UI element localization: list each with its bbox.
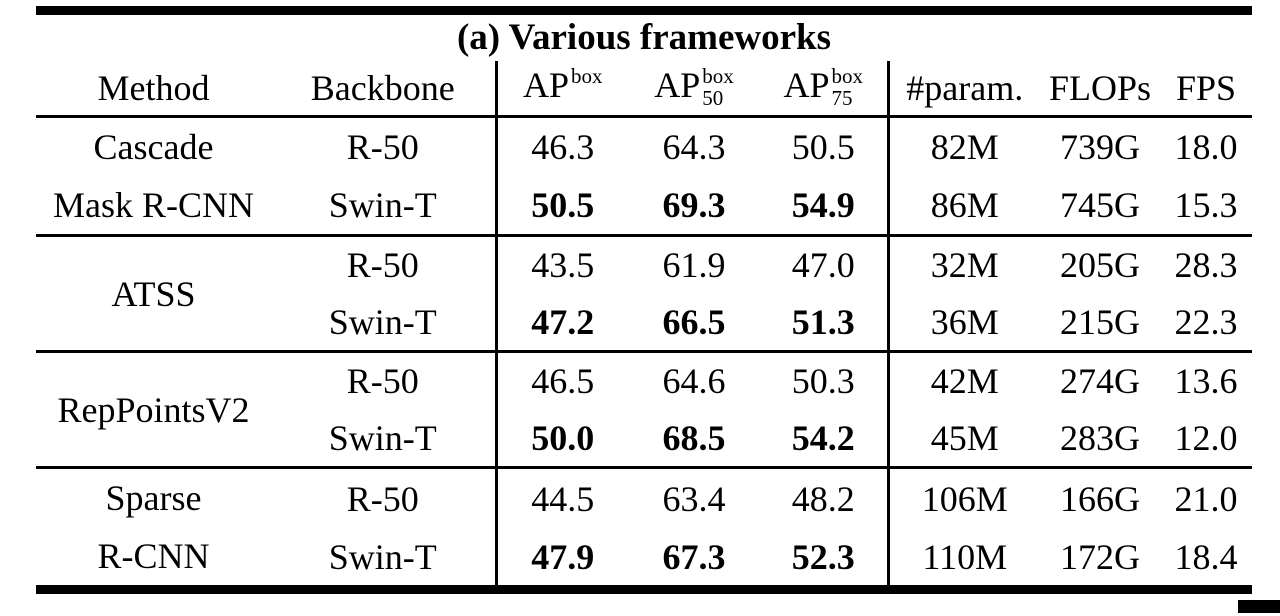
table-title-row: (a) Various frameworks bbox=[36, 11, 1252, 61]
ap-box-cell: 50.5 bbox=[494, 176, 628, 237]
col-header-ap75: AP box 75 bbox=[760, 60, 888, 118]
ap75-cell: 47.0 bbox=[791, 245, 855, 286]
params-cell: 36M bbox=[886, 293, 1040, 353]
ap-box-cell: 50.0 bbox=[494, 409, 628, 469]
fps-cell: 21.0 bbox=[1174, 478, 1238, 519]
ap-box-cell: 46.3 bbox=[494, 116, 628, 176]
fps-cell: 28.3 bbox=[1174, 245, 1238, 286]
method-cell: ATSS bbox=[36, 235, 271, 353]
backbone-cell: R-50 bbox=[346, 361, 419, 402]
method-name-line: R-CNN bbox=[97, 536, 210, 576]
col-header-flops: FLOPs bbox=[1040, 60, 1160, 118]
ap-box-cell: 46.5 bbox=[494, 351, 628, 410]
fps-cell: 12.0 bbox=[1160, 409, 1252, 469]
params-cell: 45M bbox=[886, 409, 1040, 469]
params-cell: 32M bbox=[886, 235, 1040, 294]
ap50-cell: 64.3 bbox=[662, 127, 726, 167]
ap-box-cell: 47.2 bbox=[494, 293, 628, 353]
flops-cell: 283G bbox=[1040, 409, 1160, 469]
ap50-subscript: 50 bbox=[702, 86, 724, 111]
col-header-fps: FPS bbox=[1160, 60, 1252, 118]
ap75-cell: 50.3 bbox=[791, 361, 855, 402]
backbone-cell: R-50 bbox=[346, 478, 419, 519]
flops-cell: 739G bbox=[1060, 127, 1140, 167]
params-cell: 42M bbox=[886, 351, 1040, 410]
method-cell: Cascade Mask R-CNN bbox=[36, 116, 271, 237]
flops-cell: 205G bbox=[1060, 245, 1140, 286]
ap50-cell: 63.4 bbox=[662, 478, 726, 519]
backbone-cell: R-50 bbox=[346, 127, 419, 167]
backbone-cell: Swin-T bbox=[271, 409, 496, 469]
method-cell: Sparse R-CNN bbox=[36, 467, 271, 591]
backbone-cell: Swin-T bbox=[271, 176, 496, 237]
fps-cell: 13.6 bbox=[1174, 361, 1238, 402]
params-cell: 106M bbox=[886, 467, 1040, 529]
params-cell: 110M bbox=[886, 528, 1040, 590]
col-header-ap-box: AP box bbox=[494, 60, 628, 118]
table-row: Swin-T 50.0 68.5 54.2 45M 283G 12.0 bbox=[36, 409, 1252, 469]
ap75-cell: 50.5 bbox=[791, 127, 855, 167]
ap75-cell: 51.3 bbox=[760, 293, 888, 353]
backbone-cell: Swin-T bbox=[271, 293, 496, 353]
method-name-line: Sparse bbox=[105, 478, 202, 518]
fps-cell: 15.3 bbox=[1160, 176, 1252, 237]
backbone-cell: Swin-T bbox=[328, 536, 437, 577]
ap50-cell: 64.6 bbox=[662, 361, 726, 402]
table-row: Sparse R-CNN R-50 44.5 63.4 48.2 106M 16… bbox=[36, 467, 1252, 591]
table-row: RepPointsV2 R-50 46.5 64.6 50.3 42M 274G… bbox=[36, 351, 1252, 469]
col-header-method: Method bbox=[36, 60, 271, 118]
flops-cell: 274G bbox=[1060, 361, 1140, 402]
ap50-cell: 69.3 bbox=[628, 176, 760, 237]
ap75-cell: 48.2 bbox=[791, 478, 855, 519]
table-row: Swin-T 47.9 67.3 52.3 110M 172G 18.4 bbox=[36, 528, 1252, 590]
ap75-subscript: 75 bbox=[831, 86, 853, 111]
ap75-superscript: box bbox=[831, 64, 864, 89]
ap75-label: AP bbox=[783, 65, 830, 106]
ap-superscript: box bbox=[571, 64, 603, 89]
col-header-params: #param. bbox=[886, 60, 1040, 118]
flops-cell: 745G bbox=[1040, 176, 1160, 237]
ap50-cell: 61.9 bbox=[662, 245, 726, 286]
flops-cell: 166G bbox=[1060, 478, 1140, 519]
ap50-cell: 66.5 bbox=[628, 293, 760, 353]
ap75-supsub: box 75 bbox=[832, 65, 864, 109]
results-table: (a) Various frameworks Method Backbone A… bbox=[36, 6, 1252, 594]
ap50-superscript: box bbox=[702, 64, 734, 89]
header-row: Method Backbone AP box AP box 50 AP box 75 #p… bbox=[36, 60, 1252, 118]
table-row: Swin-T 47.2 66.5 51.3 36M 215G 22.3 bbox=[36, 293, 1252, 353]
backbone-cell: R-50 bbox=[346, 245, 419, 286]
method-name-line: Cascade bbox=[93, 127, 214, 167]
ap-box-cell: 44.5 bbox=[494, 467, 628, 529]
ap75-cell: 52.3 bbox=[791, 536, 855, 577]
ap-box-cell: 43.5 bbox=[494, 235, 628, 294]
col-header-backbone: Backbone bbox=[271, 60, 496, 118]
adjacent-table-rule-fragment bbox=[1238, 600, 1280, 613]
fps-cell: 22.3 bbox=[1160, 293, 1252, 353]
ap50-supsub: box 50 bbox=[702, 65, 734, 109]
table-row: Swin-T 50.5 69.3 54.9 86M 745G 15.3 bbox=[36, 176, 1252, 237]
flops-cell: 172G bbox=[1060, 536, 1140, 577]
ap-label: AP bbox=[522, 65, 570, 106]
table-row: ATSS R-50 43.5 61.9 47.0 32M 205G 28.3 bbox=[36, 235, 1252, 353]
method-name-line: Mask R-CNN bbox=[52, 185, 254, 225]
fps-cell: 18.4 bbox=[1174, 536, 1238, 577]
ap-box-cell: 47.9 bbox=[494, 528, 628, 590]
col-header-ap50: AP box 50 bbox=[628, 60, 760, 118]
fps-cell: 18.0 bbox=[1174, 127, 1238, 167]
ap50-cell: 67.3 bbox=[662, 536, 726, 577]
ap-supsub: box bbox=[571, 65, 603, 109]
params-cell: 86M bbox=[886, 176, 1040, 237]
method-cell: RepPointsV2 bbox=[36, 351, 271, 469]
ap50-cell: 68.5 bbox=[628, 409, 760, 469]
table-title: (a) Various frameworks bbox=[456, 17, 832, 59]
ap50-label: AP bbox=[654, 65, 701, 106]
ap75-cell: 54.9 bbox=[760, 176, 888, 237]
flops-cell: 215G bbox=[1040, 293, 1160, 353]
ap75-cell: 54.2 bbox=[760, 409, 888, 469]
params-cell: 82M bbox=[886, 116, 1040, 176]
table-row: Cascade Mask R-CNN R-50 46.3 64.3 50.5 8… bbox=[36, 116, 1252, 237]
